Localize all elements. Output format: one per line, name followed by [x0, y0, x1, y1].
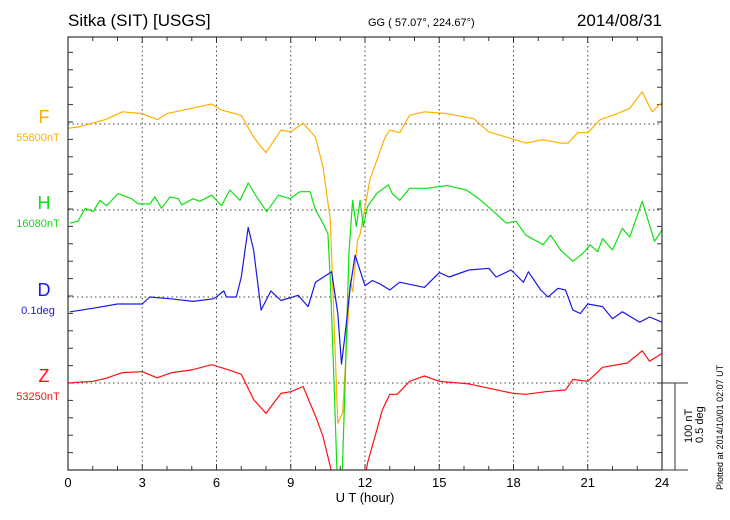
scale-label-deg: 0.5 deg	[694, 406, 706, 443]
scale-label-nt: 100 nT	[683, 408, 695, 443]
x-tick-label: 18	[506, 475, 520, 490]
series-name-h: H	[38, 193, 51, 213]
x-tick-label: 9	[287, 475, 294, 490]
x-tick-label: 6	[213, 475, 220, 490]
series-name-f: F	[39, 107, 50, 127]
plot-frame	[67, 36, 663, 471]
x-tick-label: 0	[64, 475, 71, 490]
x-tick-label: 15	[432, 475, 446, 490]
series-line-f	[68, 91, 662, 424]
series-group	[68, 91, 662, 470]
series-line-z	[68, 350, 662, 470]
x-axis-label: U T (hour)	[336, 490, 395, 505]
x-tick-label: 21	[581, 475, 595, 490]
series-line-h	[69, 182, 662, 470]
grid	[67, 37, 663, 471]
x-tick-label: 12	[358, 475, 372, 490]
x-tick-label: 24	[655, 475, 669, 490]
series-baseline-f: 55800nT	[16, 132, 60, 144]
scale-bar: 100 nT 0.5 deg	[662, 382, 706, 471]
station-title: Sitka (SIT) [USGS]	[68, 11, 211, 30]
x-tick-labels: 0 3 6 9 12 15 18 21 24	[64, 475, 669, 490]
x-tick-label: 3	[139, 475, 146, 490]
series-name-z: Z	[39, 366, 50, 386]
series-baseline-h: 16080nT	[16, 218, 60, 230]
station-coords: GG ( 57.07°, 224.67°)	[368, 17, 475, 29]
series-baseline-z: 53250nT	[16, 391, 60, 403]
plotted-timestamp: Plotted at 2014/10/01 02:07 UT	[715, 364, 725, 490]
series-line-d	[69, 226, 662, 365]
series-labels: F 55800nT H 16080nT D 0.1deg Z 53250nT	[16, 107, 60, 403]
plot-date: 2014/08/31	[577, 11, 662, 30]
series-name-d: D	[38, 280, 51, 300]
series-baseline-d: 0.1deg	[21, 305, 55, 317]
